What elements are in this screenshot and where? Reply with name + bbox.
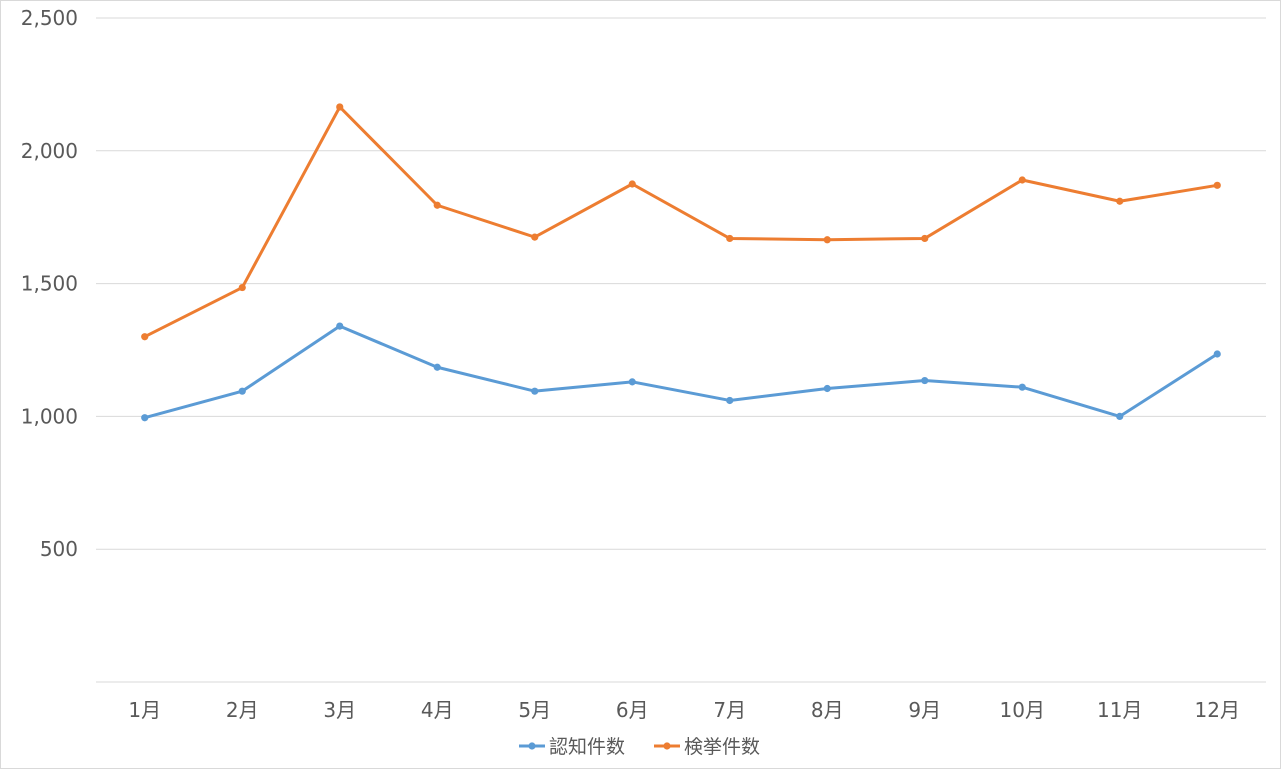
data-point xyxy=(531,233,539,241)
data-point xyxy=(1018,176,1026,184)
x-axis: 1月 2月 3月 4月 5月 6月 7月 8月 9月 10月 11月 12月 xyxy=(96,681,1266,722)
series-1 xyxy=(141,322,1221,422)
y-tick-label: 1,500 xyxy=(21,272,78,296)
legend-swatch-marker xyxy=(663,742,671,750)
series-2 xyxy=(141,103,1221,341)
y-tick-label: 500 xyxy=(40,537,78,561)
x-tick-label: 5月 xyxy=(518,698,551,722)
legend-label: 検挙件数 xyxy=(684,736,760,758)
x-tick-label: 4月 xyxy=(421,698,454,722)
y-tick-label: 1,000 xyxy=(21,404,78,428)
legend-swatch-marker xyxy=(528,742,536,750)
data-point xyxy=(921,376,929,385)
data-point xyxy=(628,378,636,386)
data-point xyxy=(238,387,246,395)
data-point xyxy=(823,236,831,244)
data-point xyxy=(726,234,734,243)
x-tick-label: 2月 xyxy=(226,698,259,722)
series-layer xyxy=(141,103,1221,422)
data-point xyxy=(336,103,344,111)
data-point xyxy=(823,384,831,393)
x-tick-label: 7月 xyxy=(713,698,746,722)
data-point xyxy=(1213,181,1221,189)
x-tick-label: 1月 xyxy=(128,698,161,722)
y-tick-label: 2,000 xyxy=(21,139,78,163)
data-point xyxy=(433,363,441,371)
y-tick-label: 2,500 xyxy=(21,6,78,30)
y-axis: 500 1,000 1,500 2,000 2,500 xyxy=(21,6,78,561)
data-point xyxy=(628,180,636,188)
data-point xyxy=(433,201,441,209)
legend-item: 検挙件数 xyxy=(654,736,760,758)
data-point xyxy=(141,414,149,422)
legend: 認知件数 検挙件数 xyxy=(519,736,760,758)
x-tick-label: 9月 xyxy=(908,698,941,722)
x-tick-label: 12月 xyxy=(1195,698,1240,722)
data-point xyxy=(1116,197,1124,205)
data-point xyxy=(336,322,344,330)
data-point xyxy=(726,396,734,405)
series-line xyxy=(143,105,1219,339)
data-point xyxy=(531,387,539,395)
data-point xyxy=(1018,383,1026,391)
x-tick-label: 10月 xyxy=(1000,698,1045,722)
data-point xyxy=(1213,350,1221,358)
series-line xyxy=(143,324,1219,420)
gridlines xyxy=(96,17,1266,550)
legend-item: 認知件数 xyxy=(519,736,625,758)
data-point xyxy=(141,333,149,341)
data-point xyxy=(1116,412,1124,420)
data-point xyxy=(238,283,246,292)
data-point xyxy=(921,234,929,243)
x-tick-label: 8月 xyxy=(811,698,844,722)
x-tick-label: 6月 xyxy=(616,698,649,722)
legend-label: 認知件数 xyxy=(549,736,625,758)
x-tick-label: 3月 xyxy=(323,698,356,722)
x-tick-label: 11月 xyxy=(1097,698,1142,722)
